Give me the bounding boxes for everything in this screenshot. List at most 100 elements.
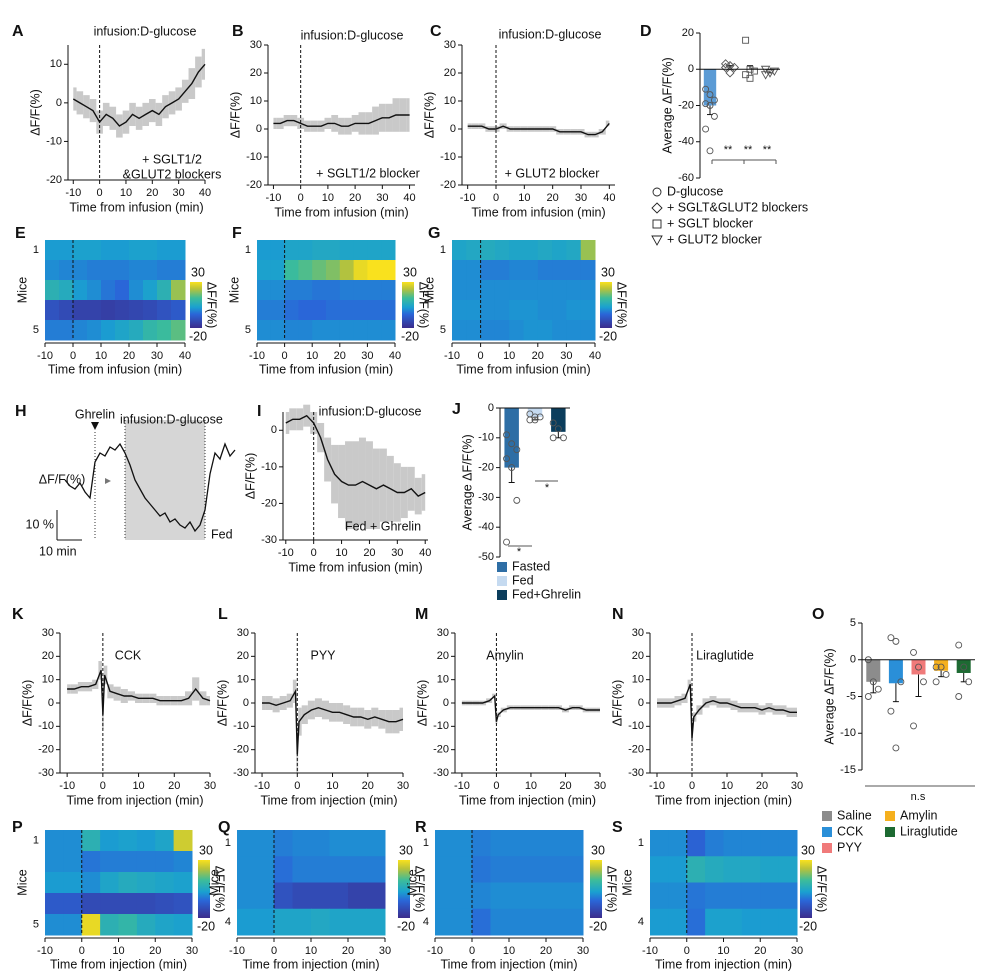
- point: [725, 68, 735, 78]
- heat-cell: [129, 240, 144, 261]
- colorbar-title: ΔF/F(%): [205, 282, 219, 329]
- heat-cell: [580, 280, 596, 301]
- y-tick-label: -15: [840, 764, 856, 776]
- y-tick-label: 30: [437, 627, 449, 639]
- heat-cell: [270, 280, 286, 301]
- y-axis-label: ΔF/F(%): [28, 89, 42, 136]
- panel-title: PYY: [310, 648, 336, 662]
- heat-cell: [480, 300, 496, 321]
- x-tick-label: 10: [132, 780, 144, 792]
- heat-cell: [284, 280, 299, 301]
- heat-cell: [490, 908, 510, 936]
- heat-cell: [564, 882, 584, 910]
- colorbar-label: -20: [599, 329, 617, 343]
- y-tick-label: -10: [246, 151, 262, 163]
- colorbar: [590, 860, 602, 918]
- heat-cell: [255, 882, 275, 910]
- legend-swatch: [822, 827, 832, 837]
- x-tick-label: 30: [379, 945, 391, 957]
- point: [869, 678, 877, 686]
- x-tick-label: 30: [376, 192, 388, 204]
- error-band: [98, 661, 102, 680]
- panel-letter: A: [12, 23, 24, 40]
- x-tick-label: 0: [100, 780, 106, 792]
- heat-cell: [63, 872, 83, 894]
- x-tick-label: 20: [547, 192, 559, 204]
- heat-cell: [668, 908, 688, 936]
- x-tick-label: 30: [173, 187, 185, 199]
- heat-cell: [237, 830, 256, 857]
- heat-cell: [564, 830, 584, 857]
- heat-cell: [705, 830, 724, 857]
- legend-swatch: [497, 562, 507, 572]
- y-tick-label: 30: [42, 627, 54, 639]
- heat-cell: [366, 882, 386, 910]
- y-tick-label: 20: [237, 650, 249, 662]
- heat-cell: [171, 300, 186, 321]
- heat-cell: [63, 914, 83, 936]
- x-tick-label: 30: [204, 780, 216, 792]
- heat-cell: [100, 872, 119, 894]
- heat-cell: [157, 240, 172, 261]
- y-tick-label: 30: [237, 627, 249, 639]
- point: [910, 722, 917, 730]
- row-label: 4: [423, 916, 429, 928]
- y-tick-label: 20: [632, 650, 644, 662]
- heat-cell: [580, 300, 596, 321]
- heat-cell: [81, 893, 101, 915]
- panel-letter: H: [15, 403, 27, 420]
- x-axis-label: Time from infusion (min): [259, 362, 393, 376]
- y-tick-label: 30: [444, 39, 456, 51]
- heat-cell: [452, 280, 467, 301]
- y-tick-label: 5: [850, 617, 856, 629]
- y-tick-label: -10: [440, 151, 456, 163]
- y-axis-label: Mice: [620, 869, 634, 895]
- heat-cell: [348, 856, 367, 883]
- point: [503, 538, 510, 546]
- heat-cell: [136, 893, 156, 915]
- heat-cell: [566, 240, 582, 261]
- heat-cell: [45, 914, 64, 936]
- ghrelin-arrow: [91, 422, 99, 430]
- x-tick-label: 10: [503, 945, 515, 957]
- x-tick-label: 0: [493, 192, 499, 204]
- row-label: 5: [33, 324, 39, 336]
- panel-letter: J: [452, 401, 461, 418]
- y-tick-label: -20: [433, 744, 449, 756]
- x-tick-label: 20: [540, 945, 552, 957]
- heat-cell: [552, 280, 567, 301]
- state-label: Fed: [211, 527, 233, 541]
- heat-cell: [292, 882, 312, 910]
- heat-cell: [537, 300, 553, 321]
- heat-cell: [101, 260, 116, 281]
- panel-letter: B: [232, 23, 244, 40]
- heat-cell: [741, 856, 761, 883]
- legend-label: + GLUT2 blocker: [667, 232, 762, 246]
- panel-letter: I: [257, 403, 261, 420]
- point: [937, 663, 945, 671]
- x-tick-label: -10: [642, 945, 658, 957]
- point: [706, 102, 714, 109]
- x-tick-label: 0: [684, 945, 690, 957]
- heat-cell: [509, 856, 528, 883]
- heat-cell: [686, 830, 706, 857]
- heat-cell: [650, 830, 669, 857]
- heat-cell: [552, 260, 567, 281]
- panel-letter: P: [12, 819, 23, 836]
- heat-cell: [100, 830, 119, 852]
- point: [720, 62, 731, 73]
- heat-cell: [115, 300, 130, 321]
- bar: [527, 408, 543, 417]
- heat-cell: [270, 260, 286, 281]
- error-band: [421, 474, 426, 511]
- x-tick-label: 0: [271, 945, 277, 957]
- heat-cell: [115, 320, 130, 341]
- heat-cell: [778, 908, 798, 936]
- error-band: [103, 665, 108, 685]
- significance: n.s: [911, 791, 926, 803]
- panel-title: CCK: [115, 648, 142, 662]
- y-tick-label: 0: [48, 697, 54, 709]
- heat-cell: [136, 872, 156, 894]
- y-tick-label: -60: [678, 172, 694, 184]
- point: [536, 413, 544, 421]
